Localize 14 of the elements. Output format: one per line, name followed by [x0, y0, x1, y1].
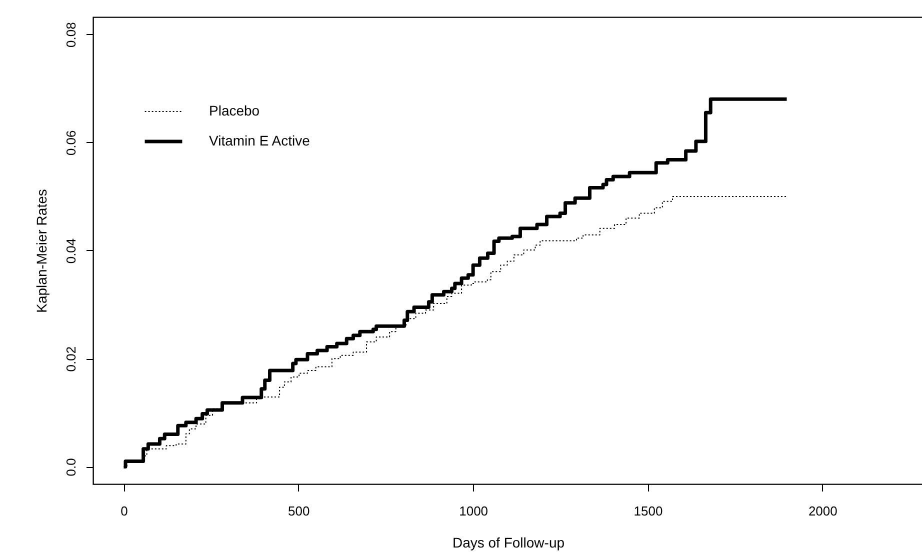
y-tick-label: 0.02 [64, 346, 78, 372]
y-tick-label: 0.04 [64, 238, 78, 264]
x-tick-label: 500 [288, 504, 310, 518]
y-tick-label: 0.0 [64, 458, 78, 476]
legend-label: Placebo [209, 102, 260, 118]
y-tick-label: 0.08 [64, 22, 78, 48]
x-tick-label: 1500 [634, 504, 663, 518]
y-axis-title: Kaplan-Meier Rates [34, 189, 50, 313]
y-tick-label: 0.06 [64, 130, 78, 156]
x-tick-label: 0 [120, 504, 128, 518]
x-axis-title: Days of Follow-up [452, 534, 565, 550]
legend-label: Vitamin E Active [209, 132, 310, 148]
x-tick-label: 1000 [459, 504, 488, 518]
x-tick-label: 2000 [808, 504, 838, 518]
